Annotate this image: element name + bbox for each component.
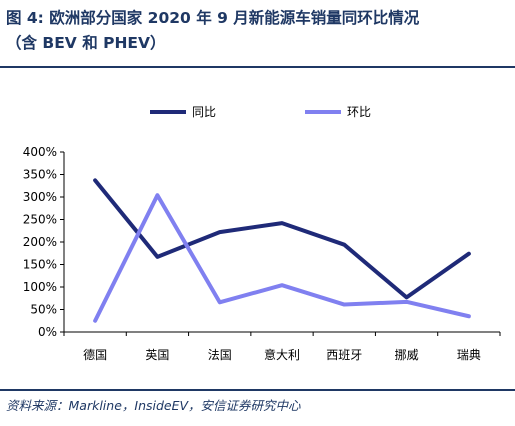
y-tick-label: 0% <box>38 325 57 339</box>
x-tick-label: 德国 <box>83 347 107 362</box>
line-chart: 同比 环比 0% 50% 100% 150% 200% 250% 300% 350% 400% 德… <box>23 105 501 362</box>
legend-label-2: 环比 <box>347 105 371 119</box>
figure-title-line1: 图 4: 欧洲部分国家 2020 年 9 月新能源车销量同环比情况 <box>6 9 420 27</box>
figure-title-line2: （含 BEV 和 PHEV） <box>6 34 166 52</box>
series-line-2 <box>93 193 471 323</box>
y-axis: 0% 50% 100% 150% 200% 250% 300% 350% 400% <box>23 145 65 339</box>
y-tick-label: 150% <box>23 258 57 272</box>
source-note: 资料来源：Markline，InsideEV，安信证券研究中心 <box>6 398 301 413</box>
x-tick-label: 西班牙 <box>326 348 362 362</box>
source-divider <box>0 389 515 391</box>
y-tick-label: 50% <box>30 303 57 317</box>
y-tick-label: 400% <box>23 145 57 159</box>
x-tick-label: 挪威 <box>395 348 419 362</box>
y-tick-label: 250% <box>23 213 57 227</box>
title-divider <box>0 66 515 68</box>
y-tick-label: 350% <box>23 168 57 182</box>
chart-legend: 同比 环比 <box>150 105 371 119</box>
series-layer <box>93 178 471 323</box>
x-tick-label: 意大利 <box>264 347 300 362</box>
y-tick-label: 300% <box>23 190 57 204</box>
x-tick-label: 英国 <box>145 348 169 362</box>
x-axis: 德国 英国 法国 意大利 西班牙 挪威 瑞典 <box>63 331 501 362</box>
y-tick-label: 100% <box>23 280 57 294</box>
x-tick-label: 法国 <box>208 348 232 362</box>
figure-title: 图 4: 欧洲部分国家 2020 年 9 月新能源车销量同环比情况 （含 BEV… <box>6 6 511 56</box>
x-tick-label: 瑞典 <box>457 348 481 362</box>
y-tick-label: 200% <box>23 235 57 249</box>
series-line-1 <box>93 178 471 300</box>
legend-label-1: 同比 <box>192 105 216 119</box>
